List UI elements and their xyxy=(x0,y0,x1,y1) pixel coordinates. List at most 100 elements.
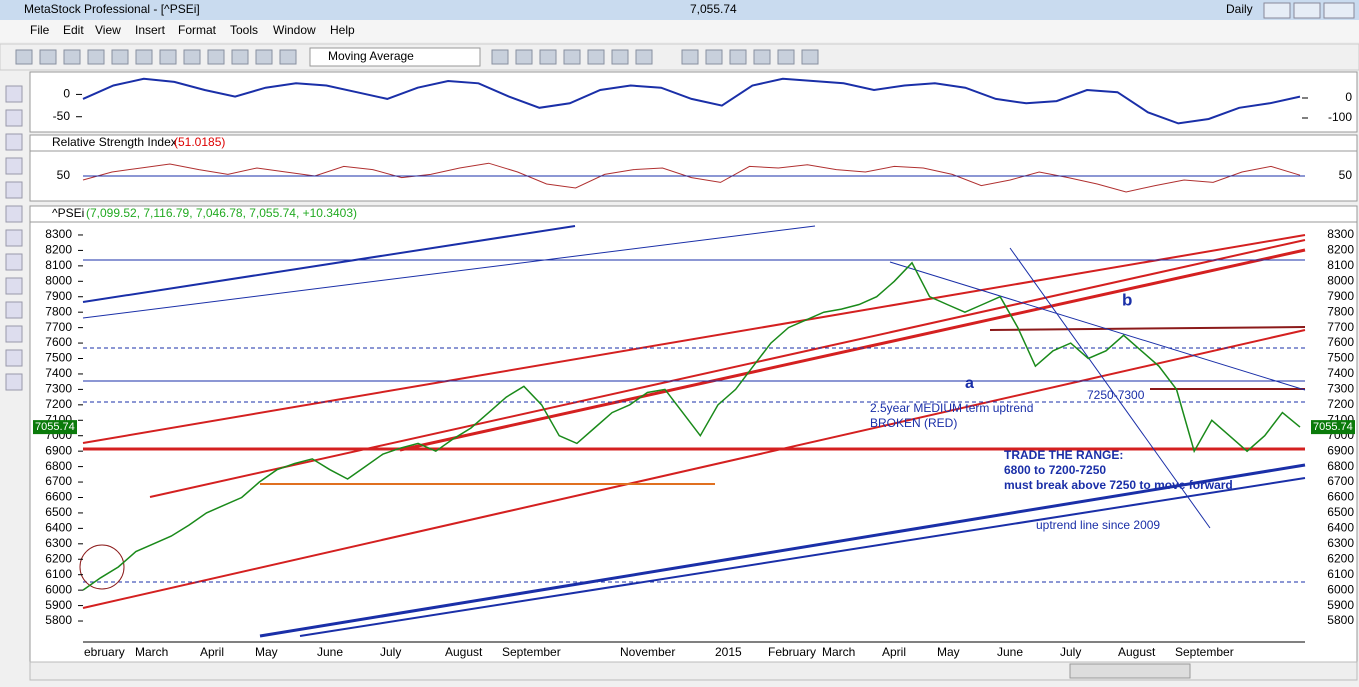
y-tick-label: 6100 xyxy=(45,567,72,581)
toolbar-button[interactable] xyxy=(15,49,33,65)
toolbar-button[interactable] xyxy=(159,49,177,65)
y2-tick-label: 8300 xyxy=(1327,227,1354,241)
annotation: b xyxy=(1122,290,1132,309)
menu-item[interactable]: Help xyxy=(330,23,355,37)
y2-tick-label: 50 xyxy=(1339,168,1353,182)
tool-button[interactable] xyxy=(5,205,23,223)
toolbar-button[interactable] xyxy=(753,49,771,65)
menu-item[interactable]: Edit xyxy=(63,23,84,37)
x-tick-label: April xyxy=(882,645,906,659)
y-tick-label: 7500 xyxy=(45,351,72,365)
macd-line xyxy=(82,77,1301,125)
tool-button[interactable] xyxy=(5,229,23,247)
tool-button[interactable] xyxy=(5,325,23,343)
y2-tick-label: 7900 xyxy=(1327,289,1354,303)
x-tick-label: May xyxy=(937,645,960,659)
toolbar-button[interactable] xyxy=(491,49,509,65)
close[interactable] xyxy=(1323,2,1355,19)
x-tick-label: August xyxy=(1118,645,1156,659)
scrollbar[interactable] xyxy=(29,661,1358,681)
title-bar xyxy=(0,0,1359,20)
x-tick-label: June xyxy=(317,645,343,659)
rsi-reading: (51.0185) xyxy=(174,135,225,149)
tool-button[interactable] xyxy=(5,373,23,391)
last-value-box xyxy=(1311,420,1355,435)
minimize[interactable] xyxy=(1263,2,1291,19)
toolbar-button[interactable] xyxy=(231,49,249,65)
y-tick-label: 6400 xyxy=(45,521,72,535)
y-tick-label: 6800 xyxy=(45,459,72,473)
tool-button[interactable] xyxy=(5,277,23,295)
menu-item[interactable]: Tools xyxy=(230,23,258,37)
annotation: 2.5year MEDIUM term uptrend xyxy=(870,401,1033,415)
x-tick-label: July xyxy=(380,645,401,659)
y-tick-label: 7800 xyxy=(45,304,72,318)
toolbar-button[interactable] xyxy=(207,49,225,65)
tool-button[interactable] xyxy=(5,85,23,103)
x-tick-label: August xyxy=(445,645,483,659)
tool-button[interactable] xyxy=(5,157,23,175)
macd-pane xyxy=(29,71,1358,133)
toolbar-button[interactable] xyxy=(563,49,581,65)
x-tick-label: May xyxy=(255,645,278,659)
x-tick-label: June xyxy=(997,645,1023,659)
toolbar-button[interactable] xyxy=(279,49,297,65)
menu-item[interactable]: Format xyxy=(178,23,217,37)
menu-item[interactable]: Window xyxy=(273,23,316,37)
toolbar-button[interactable] xyxy=(705,49,723,65)
menu-item[interactable]: View xyxy=(95,23,121,37)
toolbar-button[interactable] xyxy=(729,49,747,65)
tool-button[interactable] xyxy=(5,181,23,199)
y2-tick-label: 8000 xyxy=(1327,273,1354,287)
maximize[interactable] xyxy=(1293,2,1321,19)
y2-tick-label: 7500 xyxy=(1327,351,1354,365)
tool-button[interactable] xyxy=(5,109,23,127)
annotation: 7250-7300 xyxy=(1087,388,1145,402)
toolbar-button[interactable] xyxy=(87,49,105,65)
menu-item[interactable]: File xyxy=(30,23,50,37)
price-ohlc: (7,099.52, 7,116.79, 7,046.78, 7,055.74,… xyxy=(86,206,357,220)
y-tick-label: 7300 xyxy=(45,382,72,396)
tool-button[interactable] xyxy=(5,301,23,319)
y2-tick-label: 6400 xyxy=(1327,521,1354,535)
toolbar-button[interactable] xyxy=(777,49,795,65)
indicator-select[interactable] xyxy=(309,47,481,67)
y-tick-label: 6700 xyxy=(45,474,72,488)
x-tick-label: March xyxy=(135,645,168,659)
toolbar-button[interactable] xyxy=(39,49,57,65)
y2-tick-label: 0 xyxy=(1345,90,1352,104)
toolbar-button[interactable] xyxy=(255,49,273,65)
toolbar-button[interactable] xyxy=(539,49,557,65)
x-tick-label: 2015 xyxy=(715,645,742,659)
scroll-thumb[interactable] xyxy=(1069,663,1191,679)
toolbar-button[interactable] xyxy=(63,49,81,65)
toolbar xyxy=(0,43,1359,71)
last-value: 7055.74 xyxy=(35,421,75,433)
tool-button[interactable] xyxy=(5,133,23,151)
toolbar-button[interactable] xyxy=(587,49,605,65)
y2-tick-label: 7300 xyxy=(1327,382,1354,396)
toolbar-button[interactable] xyxy=(183,49,201,65)
rsi-line xyxy=(82,162,1301,193)
toolbar-button[interactable] xyxy=(611,49,629,65)
toolbar-button[interactable] xyxy=(635,49,653,65)
x-tick-label: ebruary xyxy=(84,645,125,659)
y-tick-label: 6300 xyxy=(45,536,72,550)
y2-tick-label: 8200 xyxy=(1327,243,1354,257)
y-tick-label: 7900 xyxy=(45,289,72,303)
toolbar-button[interactable] xyxy=(515,49,533,65)
y-tick-label: 7200 xyxy=(45,397,72,411)
toolbar-button[interactable] xyxy=(801,49,819,65)
y2-tick-label: 6800 xyxy=(1327,459,1354,473)
y2-tick-label: 7700 xyxy=(1327,320,1354,334)
toolbar-button[interactable] xyxy=(681,49,699,65)
tool-button[interactable] xyxy=(5,349,23,367)
y-tick-label: 6900 xyxy=(45,443,72,457)
y2-tick-label: 5800 xyxy=(1327,613,1354,627)
toolbar-button[interactable] xyxy=(135,49,153,65)
menu-item[interactable]: Insert xyxy=(135,23,166,37)
toolbar-button[interactable] xyxy=(111,49,129,65)
tool-button[interactable] xyxy=(5,253,23,271)
